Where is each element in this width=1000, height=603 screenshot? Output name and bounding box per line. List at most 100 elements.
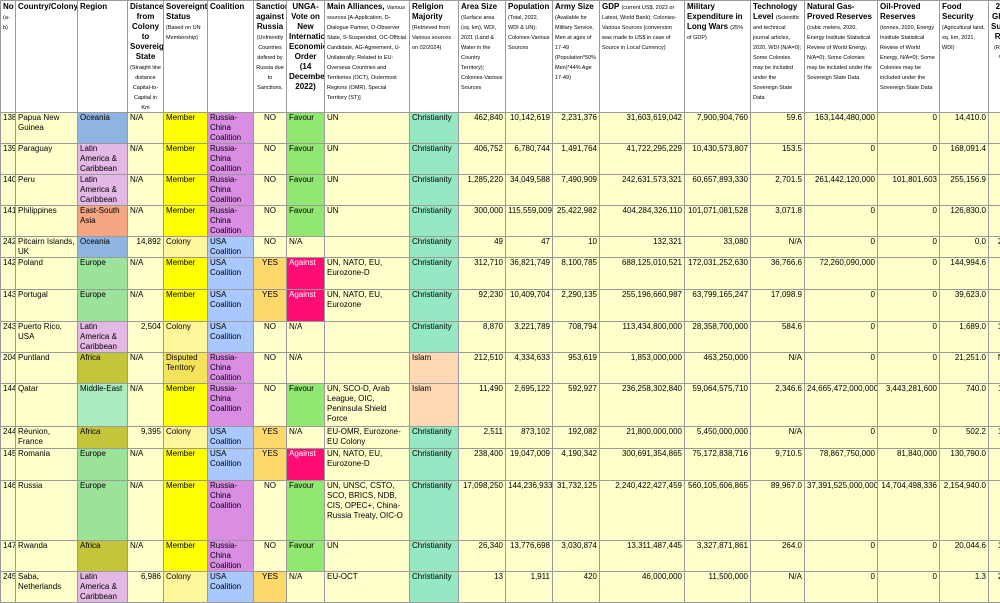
cell-religion[interactable]: Christianity [410, 322, 459, 353]
cell-religion[interactable]: Christianity [410, 237, 459, 258]
cell-region[interactable]: Europe [78, 481, 128, 541]
cell-alliances[interactable]: UN, NATO, EU, Eurozone-D [325, 258, 410, 290]
cell-army[interactable]: 31,732,125 [553, 481, 600, 541]
cell-army[interactable]: 1,491,764 [553, 144, 600, 175]
cell-sanctions[interactable]: NO [254, 206, 287, 237]
cell-country[interactable]: Poland [16, 258, 78, 290]
cell-sanctions[interactable]: YES [254, 427, 287, 449]
cell-sovereignty[interactable]: Member [164, 384, 208, 427]
cell-army[interactable]: 25,422,982 [553, 206, 600, 237]
cell-area[interactable]: 212,510 [459, 353, 506, 384]
cell-no[interactable]: 145 [1, 449, 16, 481]
cell-population[interactable]: 873,102 [506, 427, 553, 449]
cell-sanctions[interactable]: NO [254, 353, 287, 384]
cell-population[interactable]: 1,911 [506, 572, 553, 603]
cell-alliances[interactable]: UN, NATO, EU, Eurozone-D [325, 449, 410, 481]
cell-gdp[interactable]: 255,196,660,987 [600, 290, 685, 322]
cell-gas[interactable]: 261,442,120,000 [805, 175, 878, 206]
cell-tech[interactable]: N/A [751, 427, 805, 449]
cell-oil[interactable]: 0 [878, 427, 940, 449]
cell-sanctions[interactable]: YES [254, 449, 287, 481]
cell-military[interactable]: 63,799,165,247 [685, 290, 751, 322]
cell-oil[interactable]: 0 [878, 353, 940, 384]
cell-army[interactable]: 953,619 [553, 353, 600, 384]
cell-country[interactable]: Romania [16, 449, 78, 481]
cell-military[interactable]: 28,358,700,000 [685, 322, 751, 353]
cell-gdp[interactable]: 41,722,295,229 [600, 144, 685, 175]
cell-population[interactable]: 13,776,698 [506, 541, 553, 572]
cell-country[interactable]: Philippines [16, 206, 78, 237]
cell-gdp[interactable]: 46,000,000 [600, 572, 685, 603]
cell-gdp[interactable]: 31,603,619,042 [600, 113, 685, 144]
cell-gdp[interactable]: 300,691,354,865 [600, 449, 685, 481]
cell-region[interactable]: Latin America & Caribbean [78, 322, 128, 353]
cell-sovereignty[interactable]: Member [164, 206, 208, 237]
cell-gdp[interactable]: 1,853,000,000 [600, 353, 685, 384]
cell-no[interactable]: 244 [1, 427, 16, 449]
cell-sanctions[interactable]: YES [254, 572, 287, 603]
cell-alliances[interactable]: UN, SCO-D, Arab League, OIC, Peninsula S… [325, 384, 410, 427]
cell-tech[interactable]: 89,967.0 [751, 481, 805, 541]
cell-religion[interactable]: Christianity [410, 113, 459, 144]
cell-oil[interactable]: 0 [878, 206, 940, 237]
cell-distance[interactable]: N/A [128, 175, 164, 206]
cell-country[interactable]: Papua New Guinea [16, 113, 78, 144]
cell-oil[interactable]: 0 [878, 237, 940, 258]
cell-area[interactable]: 8,870 [459, 322, 506, 353]
column-header-country[interactable]: Country/Colony [16, 1, 78, 113]
cell-army[interactable]: 708,794 [553, 322, 600, 353]
cell-region[interactable]: Europe [78, 449, 128, 481]
cell-food[interactable]: 1,689.0 [940, 322, 989, 353]
cell-tech[interactable]: N/A [751, 572, 805, 603]
cell-distance[interactable]: N/A [128, 113, 164, 144]
cell-no[interactable]: 141 [1, 206, 16, 237]
cell-rank[interactable]: 97 [989, 113, 1000, 144]
cell-gas[interactable]: 0 [805, 206, 878, 237]
cell-religion[interactable]: Christianity [410, 175, 459, 206]
cell-gas[interactable]: 0 [805, 541, 878, 572]
cell-coalition[interactable]: Russia-China Coalition [208, 206, 254, 237]
cell-population[interactable]: 34,049,588 [506, 175, 553, 206]
cell-alliances[interactable]: EU-OCT [325, 572, 410, 603]
cell-sanctions[interactable]: YES [254, 290, 287, 322]
cell-alliances[interactable] [325, 322, 410, 353]
cell-alliances[interactable]: UN [325, 113, 410, 144]
cell-no[interactable]: 143 [1, 290, 16, 322]
cell-region[interactable]: Africa [78, 353, 128, 384]
cell-gdp[interactable]: 242,631,573,321 [600, 175, 685, 206]
cell-military[interactable]: 3,327,871,861 [685, 541, 751, 572]
cell-military[interactable]: 10,430,573,807 [685, 144, 751, 175]
cell-alliances[interactable]: EU-OMR, Eurozone-EU Colony [325, 427, 410, 449]
cell-distance[interactable]: 14,892 [128, 237, 164, 258]
cell-sanctions[interactable]: NO [254, 144, 287, 175]
cell-oil[interactable]: 101,801,603 [878, 175, 940, 206]
cell-coalition[interactable]: Russia-China Coalition [208, 144, 254, 175]
cell-no[interactable]: 242 [1, 237, 16, 258]
cell-oil[interactable]: 0 [878, 290, 940, 322]
cell-sovereignty[interactable]: Member [164, 113, 208, 144]
cell-population[interactable]: 19,047,009 [506, 449, 553, 481]
cell-unga[interactable]: N/A [287, 353, 325, 384]
cell-population[interactable]: 36,821,749 [506, 258, 553, 290]
cell-population[interactable]: 115,559,009 [506, 206, 553, 237]
cell-area[interactable]: 11,490 [459, 384, 506, 427]
cell-rank[interactable]: 70 [989, 290, 1000, 322]
column-header-area[interactable]: Area Size (Surface area (sq. km), WDI, 2… [459, 1, 506, 113]
cell-gdp[interactable]: 132,321 [600, 237, 685, 258]
cell-unga[interactable]: Against [287, 449, 325, 481]
cell-military[interactable]: 75,172,838,716 [685, 449, 751, 481]
cell-religion[interactable]: Christianity [410, 541, 459, 572]
cell-military[interactable]: 463,250,000 [685, 353, 751, 384]
cell-alliances[interactable]: UN, UNSC, CSTO, SCO, BRICS, NDB, CIS, OP… [325, 481, 410, 541]
cell-alliances[interactable]: UN [325, 206, 410, 237]
cell-military[interactable]: 101,071,081,528 [685, 206, 751, 237]
cell-sanctions[interactable]: NO [254, 481, 287, 541]
cell-coalition[interactable]: USA Coalition [208, 322, 254, 353]
column-header-tech[interactable]: Technology Level (Scientific and technic… [751, 1, 805, 113]
cell-area[interactable]: 26,340 [459, 541, 506, 572]
cell-rank[interactable]: N/A [989, 353, 1000, 384]
cell-no[interactable]: 147 [1, 541, 16, 572]
cell-religion[interactable]: Christianity [410, 258, 459, 290]
cell-country[interactable]: Russia [16, 481, 78, 541]
cell-alliances[interactable] [325, 237, 410, 258]
